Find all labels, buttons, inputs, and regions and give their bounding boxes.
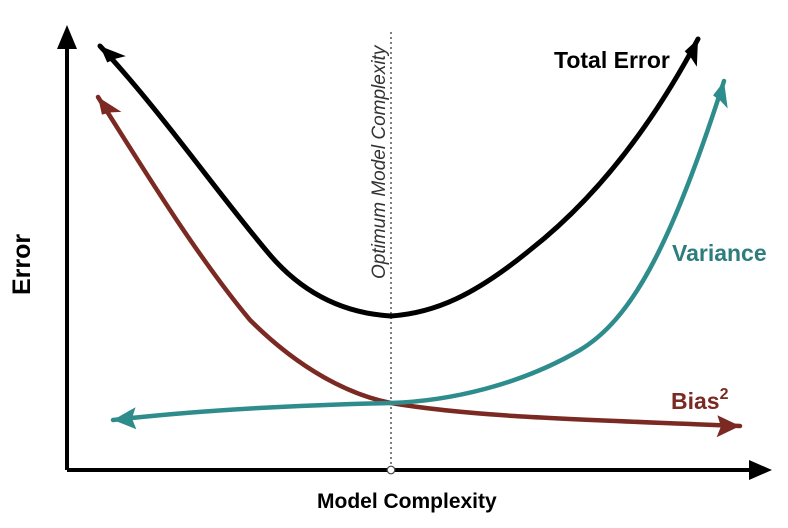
- svg-text:Bias2: Bias2: [671, 386, 729, 414]
- svg-text:Model Complexity: Model Complexity: [317, 490, 497, 513]
- svg-text:Total Error: Total Error: [554, 47, 670, 73]
- svg-text:Optimum Model Complexity: Optimum Model Complexity: [369, 44, 390, 279]
- svg-text:Error: Error: [8, 234, 36, 295]
- svg-text:Variance: Variance: [672, 240, 767, 266]
